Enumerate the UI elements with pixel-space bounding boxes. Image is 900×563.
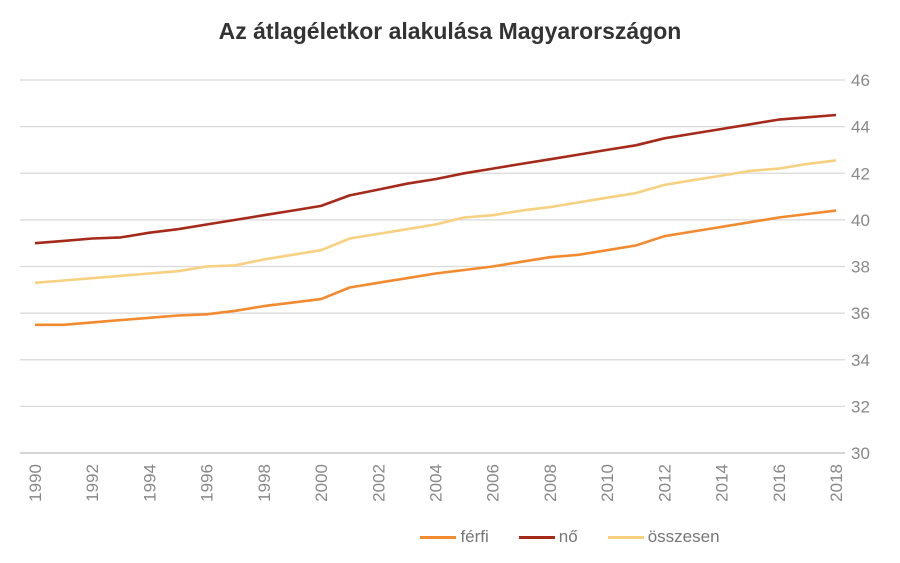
x-tick-label: 2018: [827, 464, 846, 502]
x-tick-label: 1996: [198, 464, 217, 502]
y-tick-label: 38: [851, 258, 870, 277]
x-tick-label: 2010: [598, 464, 617, 502]
y-tick-label: 36: [851, 304, 870, 323]
x-tick-label: 2000: [312, 464, 331, 502]
legend-label: nő: [558, 527, 578, 546]
y-tick-label: 46: [851, 71, 870, 90]
x-tick-label: 2016: [770, 464, 789, 502]
y-tick-label: 34: [851, 351, 870, 370]
x-tick-label: 1990: [26, 464, 45, 502]
y-tick-label: 40: [851, 211, 870, 230]
y-tick-label: 30: [851, 444, 870, 463]
y-tick-label: 32: [851, 397, 870, 416]
x-tick-label: 2014: [713, 464, 732, 502]
y-tick-label: 44: [851, 118, 870, 137]
legend-item: férfi: [420, 527, 489, 547]
legend-item: nő: [518, 527, 578, 547]
x-tick-label: 2002: [369, 464, 388, 502]
series-line-férfi: [35, 209, 837, 327]
x-tick-label: 1994: [140, 464, 159, 502]
series-line-nő: [34, 113, 837, 245]
x-tick-label: 2006: [484, 464, 503, 502]
legend-swatch: [420, 535, 457, 539]
x-tick-label: 1998: [255, 464, 274, 502]
chart-title: Az átlagéletkor alakulása Magyarországon: [218, 18, 682, 44]
legend-swatch: [607, 535, 644, 539]
legend-item: összesen: [607, 527, 720, 547]
legend-label: összesen: [647, 527, 720, 546]
legend: férfi nő összesen: [0, 527, 900, 547]
x-tick-label: 1992: [83, 464, 102, 502]
legend-label: férfi: [460, 527, 489, 546]
x-tick-label: 2004: [427, 464, 446, 502]
x-tick-label: 2012: [655, 464, 674, 502]
series-line-összesen: [34, 159, 837, 285]
y-tick-label: 42: [851, 164, 870, 183]
legend-swatch: [518, 535, 555, 539]
x-tick-label: 2008: [541, 464, 560, 502]
